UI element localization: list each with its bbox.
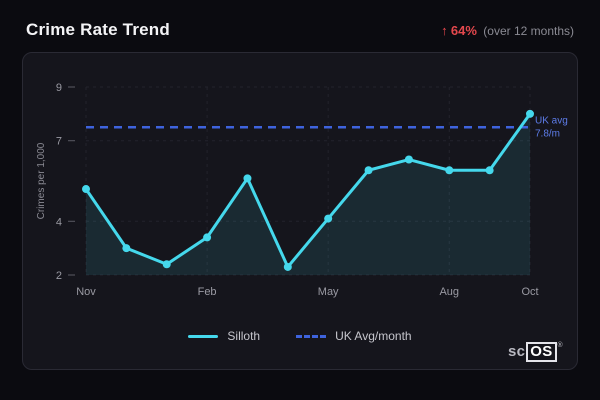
svg-text:Feb: Feb (198, 286, 217, 298)
svg-text:UK avg: UK avg (535, 115, 568, 126)
legend-label-silloth: Silloth (227, 329, 261, 343)
logo-prefix: sc (507, 343, 526, 361)
svg-text:Crimes per 1,000: Crimes per 1,000 (36, 142, 47, 219)
svg-text:Aug: Aug (439, 286, 459, 298)
header: Crime Rate Trend ↑ 64% (over 12 months) (0, 0, 600, 52)
page-title: Crime Rate Trend (26, 20, 170, 39)
svg-text:May: May (318, 286, 339, 298)
svg-text:Oct: Oct (521, 286, 538, 298)
legend-swatch-uk-avg-dash (296, 334, 327, 338)
svg-text:Nov: Nov (76, 286, 96, 298)
svg-text:7.8/m: 7.8/m (535, 128, 560, 139)
logo-boxed-os: OS (526, 342, 557, 362)
chart-card: 2 4 7 9 Nov Feb May Aug Oct Crimes per 1,000 UK av… (22, 52, 578, 370)
svg-text:7: 7 (56, 136, 62, 148)
chart-legend: Silloth UK Avg/month (23, 329, 577, 343)
change-value: 64% (450, 23, 477, 38)
legend-item-uk-avg[interactable]: UK Avg/month (296, 329, 412, 343)
logo-registered-mark: ® (557, 342, 563, 350)
legend-label-uk-avg: UK Avg/month (335, 329, 412, 343)
up-arrow-icon: ↑ (441, 23, 448, 38)
change-stat: ↑ 64% (over 12 months) (441, 23, 574, 38)
svg-text:9: 9 (56, 82, 62, 94)
trend-chart: 2 4 7 9 Nov Feb May Aug Oct Crimes per 1,000 UK av… (36, 82, 568, 298)
legend-swatch-silloth-line (188, 334, 219, 338)
svg-text:4: 4 (56, 216, 62, 228)
svg-text:2: 2 (56, 270, 62, 282)
logo: sc OS ® (508, 342, 563, 362)
page: Crime Rate Trend ↑ 64% (over 12 months) … (0, 0, 600, 370)
legend-item-silloth[interactable]: Silloth (188, 329, 260, 343)
change-note: (over 12 months) (483, 24, 574, 38)
